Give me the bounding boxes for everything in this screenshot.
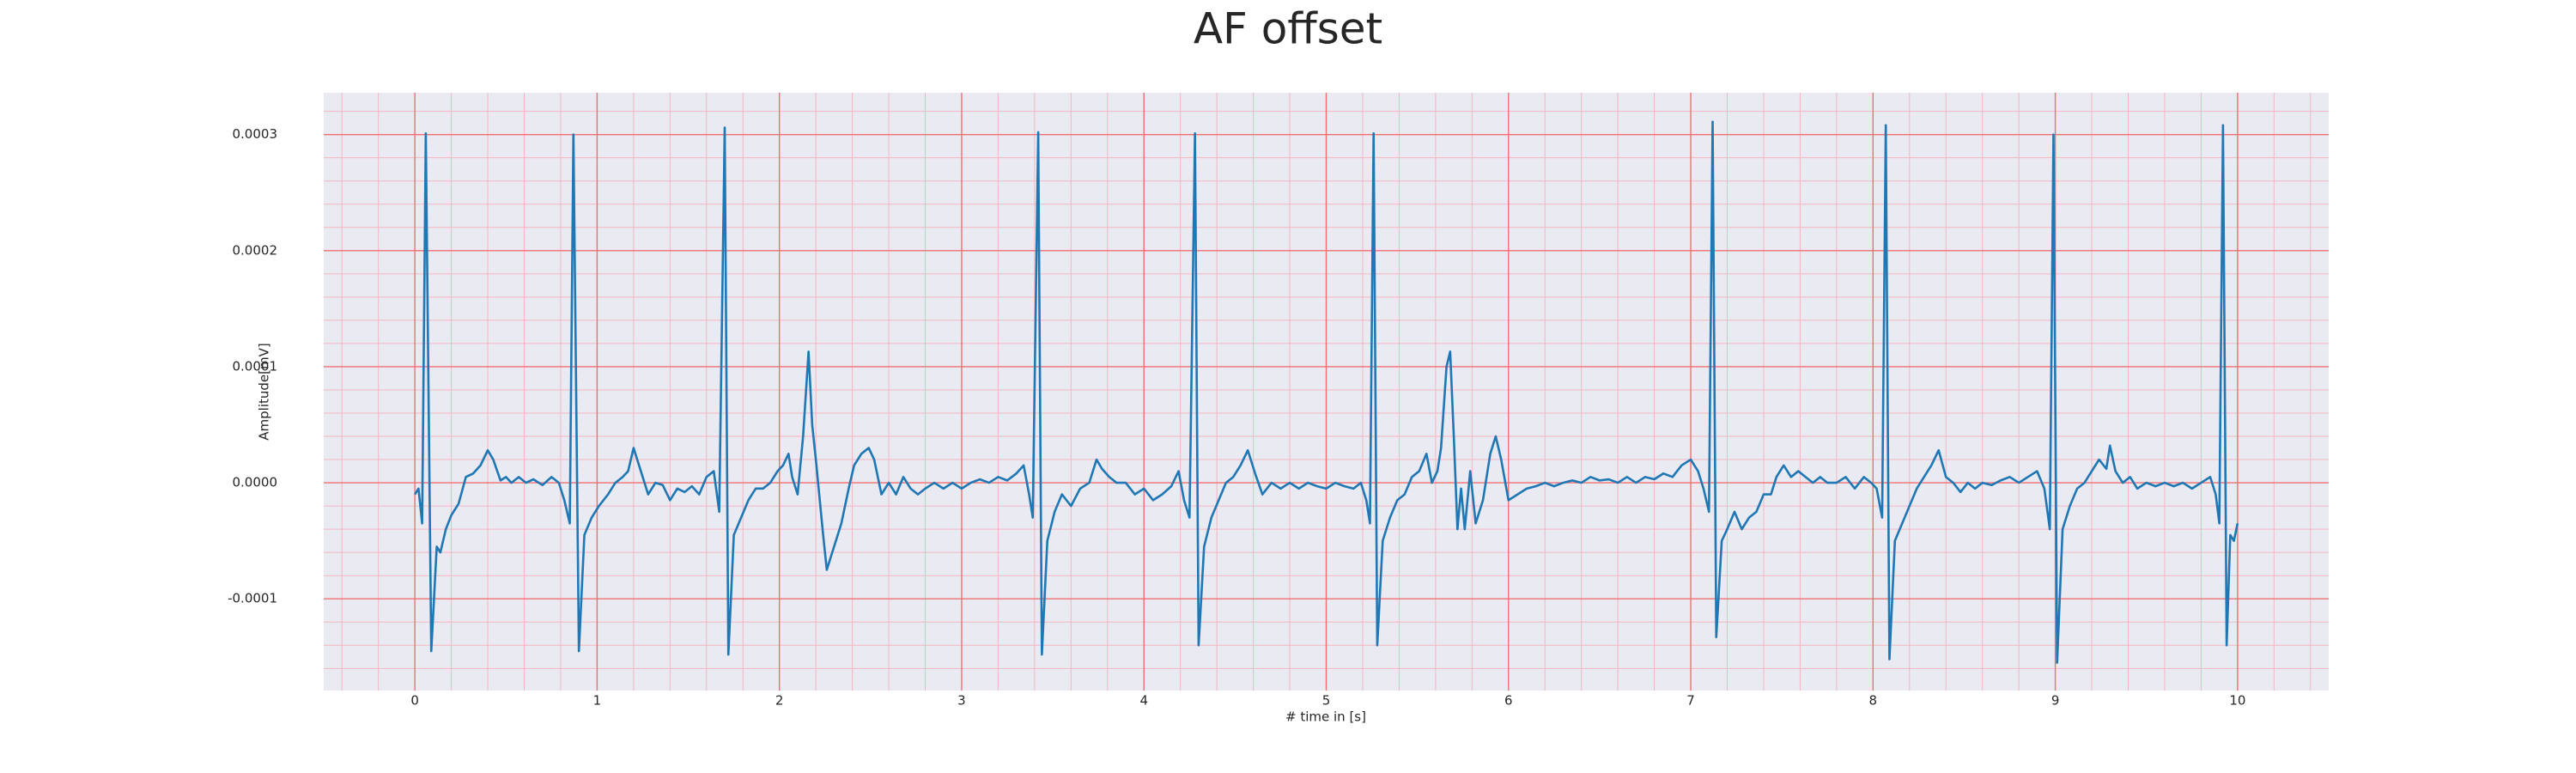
labels: 0 1 2 3 4 5 6 7 8 9 10 -0.0001 0.0000 0.0001 0.0002 0.0… xyxy=(228,126,2245,708)
x-tick-label: 0 xyxy=(410,693,419,709)
marks xyxy=(414,120,2239,664)
x-tick-label: 3 xyxy=(957,693,966,709)
x-tick-label: 2 xyxy=(775,693,784,709)
y-axis-label: Amplitude[mV] xyxy=(257,343,272,440)
y-tick-label: 0.0000 xyxy=(233,475,278,490)
x-tick-label: 7 xyxy=(1686,693,1695,709)
signal-line xyxy=(414,120,2239,664)
x-tick-label: 1 xyxy=(593,693,602,709)
y-tick-label: -0.0001 xyxy=(228,591,277,606)
x-tick-label: 8 xyxy=(1869,693,1878,709)
x-axis-label: # time in [s] xyxy=(1285,709,1366,725)
y-tick-label: 0.0002 xyxy=(233,242,278,258)
y-tick-label: 0.0003 xyxy=(233,126,278,142)
chart-title: AF offset xyxy=(1194,4,1382,54)
x-tick-label: 10 xyxy=(2229,693,2245,709)
y-tick-label: 0.0001 xyxy=(233,358,278,374)
grid xyxy=(324,93,2329,691)
x-tick-label: 6 xyxy=(1504,693,1513,709)
x-tick-label: 5 xyxy=(1322,693,1331,709)
x-tick-label: 9 xyxy=(2051,693,2060,709)
x-tick-label: 4 xyxy=(1139,693,1148,709)
